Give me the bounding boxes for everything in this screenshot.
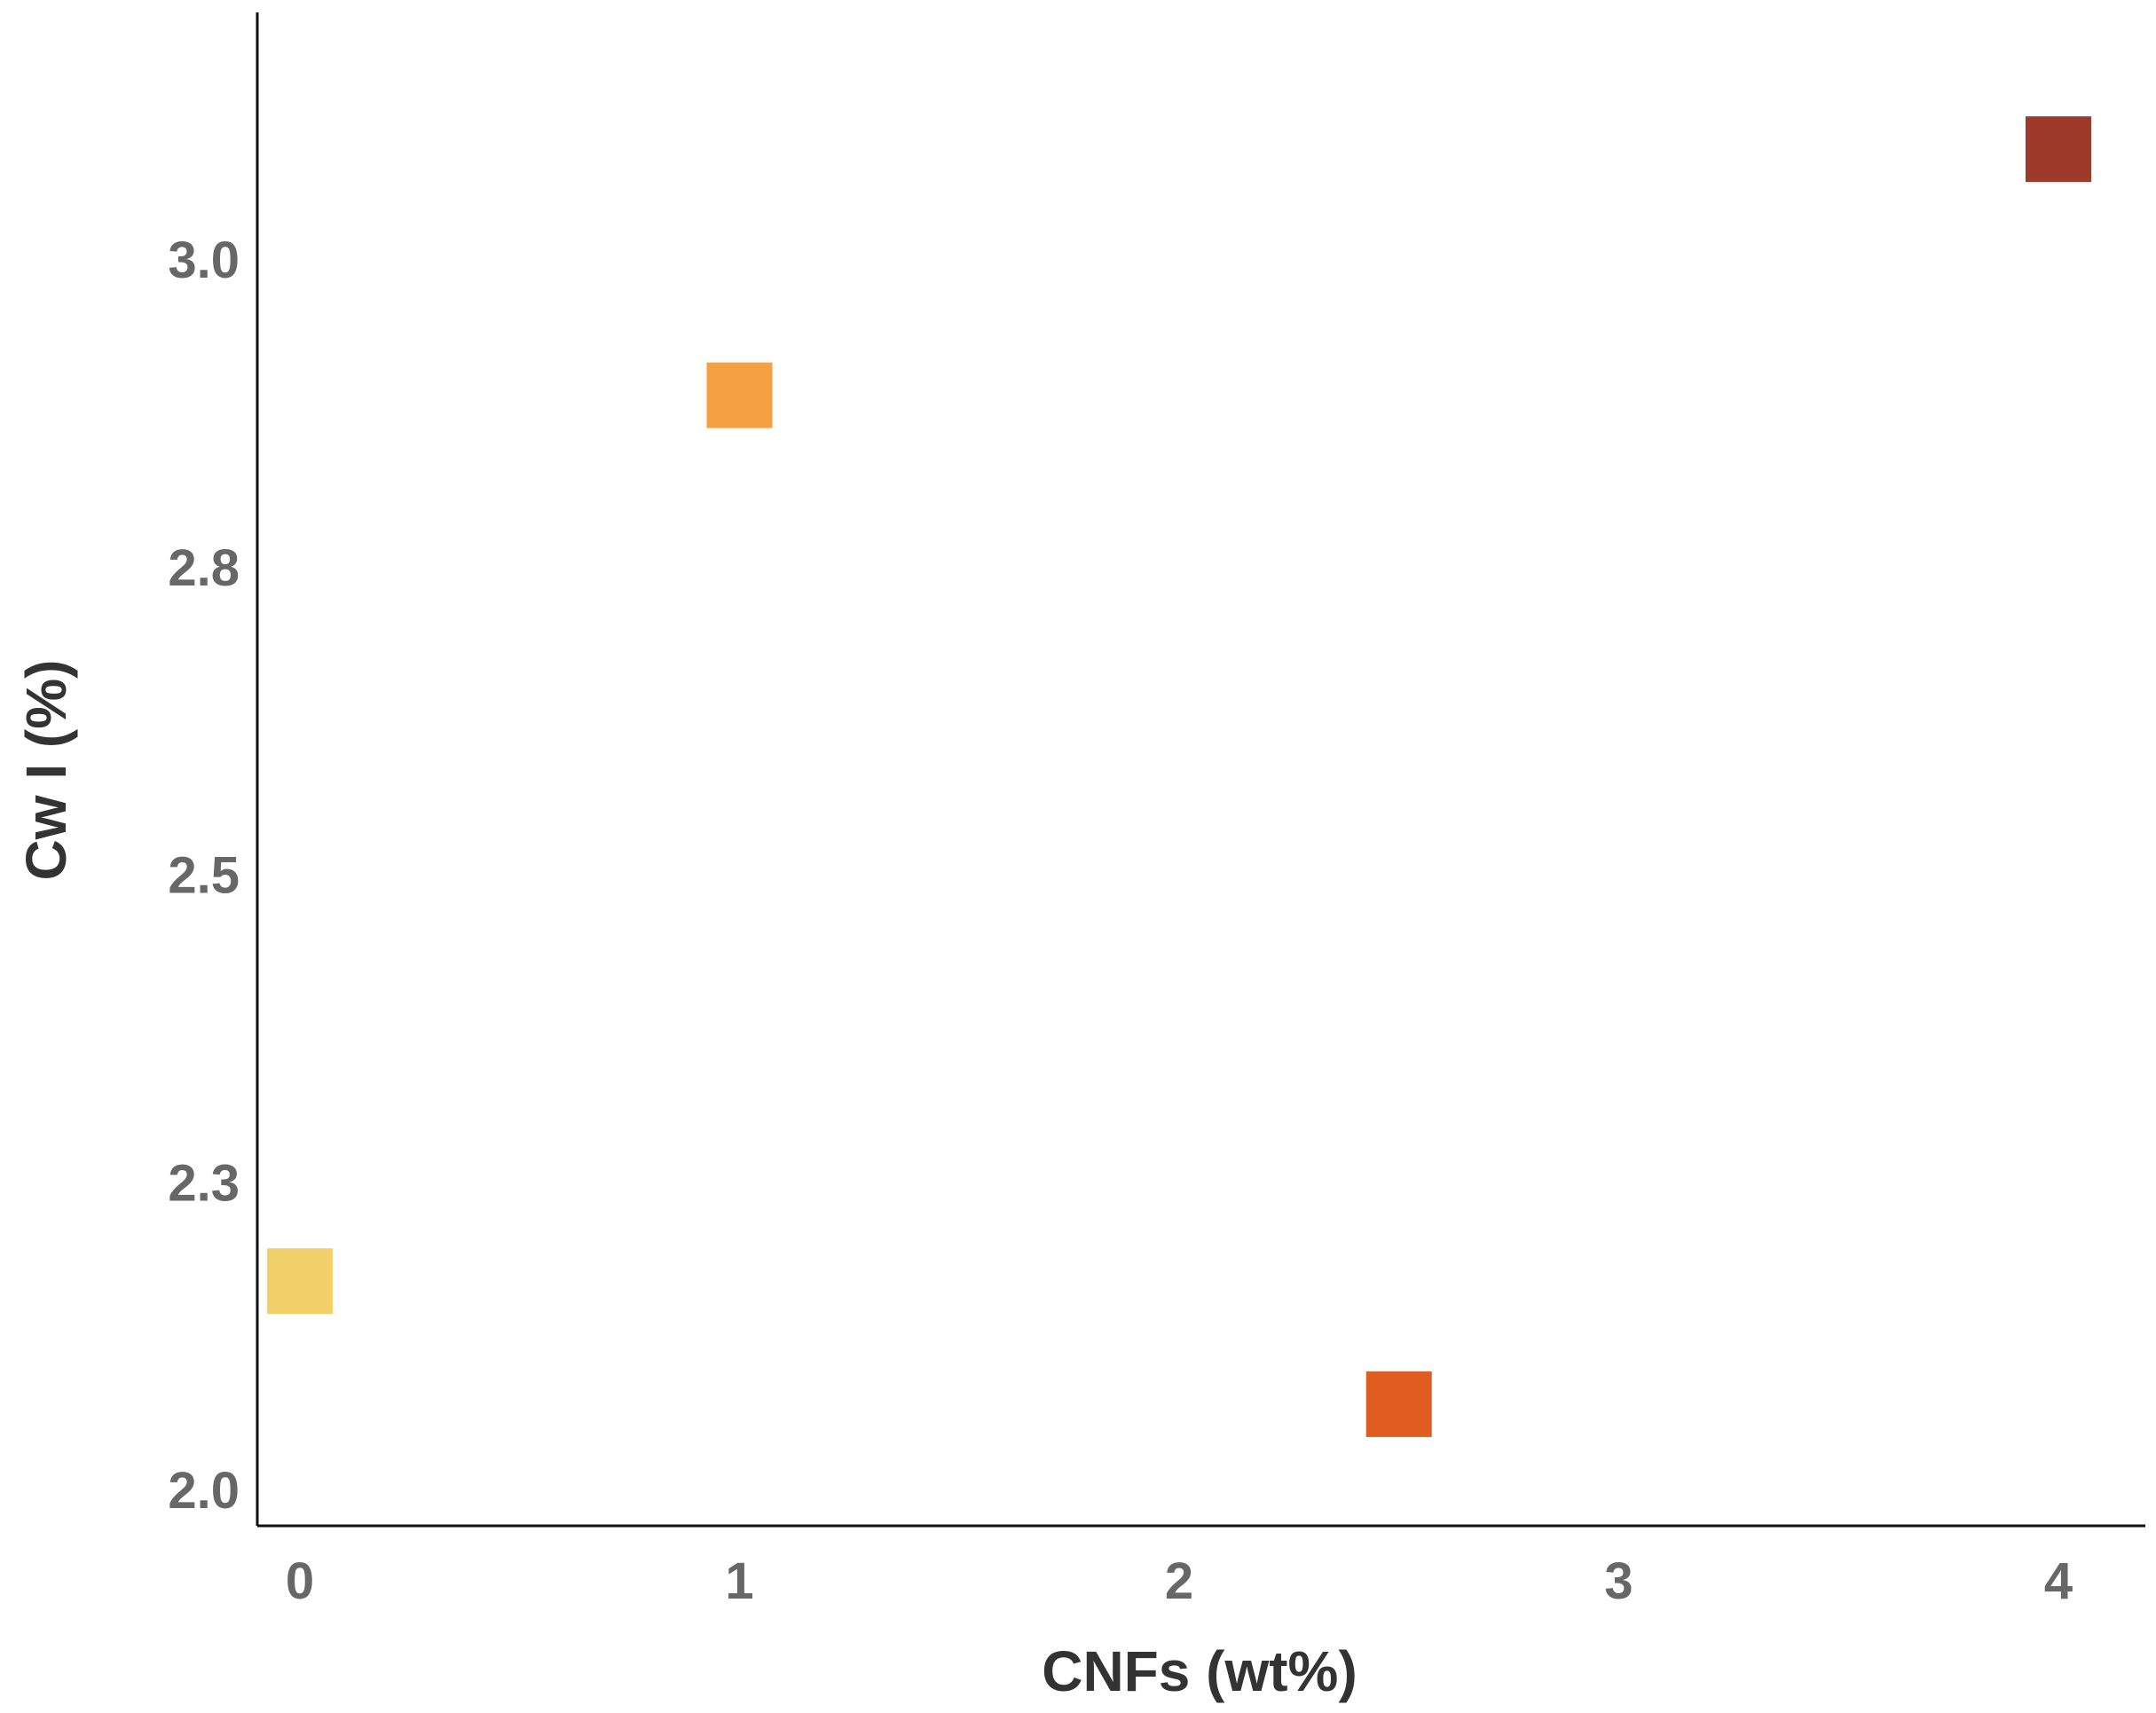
y-tick-labels: 2.0 2.3 2.5 2.8 3.0: [168, 232, 240, 1520]
x-tick-label: 3: [1604, 1552, 1633, 1610]
y-tick-label: 2.8: [168, 539, 240, 597]
data-points: [267, 116, 2091, 1437]
x-tick-label: 4: [2044, 1552, 2073, 1610]
x-tick-label: 1: [725, 1552, 753, 1610]
x-axis-title: CNFs (wt%): [1042, 1639, 1357, 1703]
y-tick-label: 2.3: [168, 1154, 240, 1212]
x-tick-labels: 0 1 2 3 4: [286, 1552, 2073, 1610]
y-tick-label: 2.5: [168, 847, 240, 905]
data-point: [706, 362, 773, 428]
x-tick-label: 0: [286, 1552, 314, 1610]
y-tick-label: 3.0: [168, 232, 240, 289]
x-tick-label: 2: [1165, 1552, 1193, 1610]
y-axis-title: Cw I (%): [14, 660, 78, 881]
data-point: [2026, 116, 2091, 183]
data-point: [267, 1248, 333, 1315]
data-point: [1365, 1371, 1432, 1437]
y-tick-label: 2.0: [168, 1462, 240, 1520]
